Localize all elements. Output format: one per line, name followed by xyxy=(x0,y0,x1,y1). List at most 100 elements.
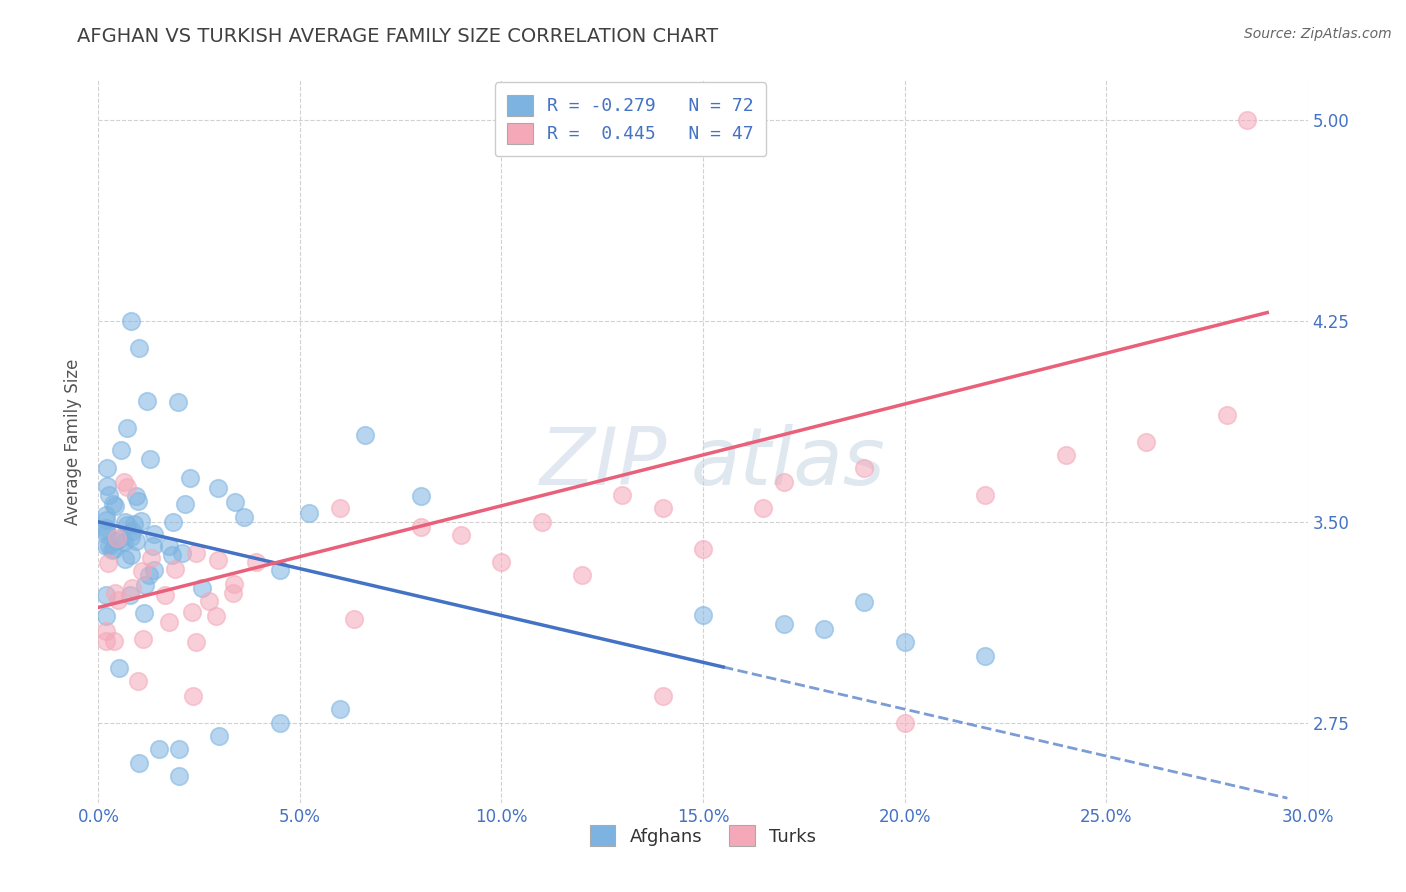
Point xyxy=(96,624,118,639)
Point xyxy=(107,593,129,607)
Point xyxy=(450,528,472,542)
Point xyxy=(222,586,245,600)
Point xyxy=(184,635,207,649)
Point xyxy=(269,563,291,577)
Point xyxy=(651,689,673,703)
Point xyxy=(128,341,150,355)
Point xyxy=(233,510,256,524)
Point xyxy=(96,508,118,523)
Point xyxy=(179,471,201,485)
Point xyxy=(167,742,190,756)
Point xyxy=(409,520,432,534)
Text: AFGHAN VS TURKISH AVERAGE FAMILY SIZE CORRELATION CHART: AFGHAN VS TURKISH AVERAGE FAMILY SIZE CO… xyxy=(77,27,718,45)
Point xyxy=(143,563,166,577)
Point xyxy=(142,539,165,553)
Point xyxy=(101,497,124,511)
Point xyxy=(118,588,141,602)
Point xyxy=(343,613,366,627)
Point xyxy=(772,475,794,489)
Point xyxy=(157,615,180,629)
Point xyxy=(167,395,190,409)
Point xyxy=(125,534,148,549)
Point xyxy=(153,588,176,602)
Point xyxy=(96,588,118,602)
Point xyxy=(121,524,143,538)
Point xyxy=(97,556,120,570)
Point xyxy=(148,742,170,756)
Point xyxy=(96,539,118,553)
Point xyxy=(222,576,245,591)
Point xyxy=(131,564,153,578)
Point xyxy=(571,568,593,582)
Point xyxy=(120,530,142,544)
Point xyxy=(1216,408,1239,422)
Point xyxy=(96,479,118,493)
Point xyxy=(115,480,138,494)
Point xyxy=(135,394,157,409)
Text: ZIP: ZIP xyxy=(540,425,666,502)
Text: Source: ZipAtlas.com: Source: ZipAtlas.com xyxy=(1244,27,1392,41)
Point xyxy=(245,555,267,569)
Point xyxy=(120,548,142,562)
Y-axis label: Average Family Size: Average Family Size xyxy=(65,359,83,524)
Point xyxy=(224,494,246,508)
Point xyxy=(1135,434,1157,449)
Point xyxy=(132,606,155,620)
Point xyxy=(117,517,139,532)
Point xyxy=(112,534,135,549)
Point xyxy=(491,555,513,569)
Point xyxy=(329,501,352,516)
Point xyxy=(692,541,714,556)
Point xyxy=(125,489,148,503)
Point xyxy=(752,501,775,516)
Point xyxy=(772,616,794,631)
Point xyxy=(141,551,163,566)
Point xyxy=(853,461,876,475)
Point xyxy=(121,581,143,595)
Point xyxy=(143,526,166,541)
Point xyxy=(1236,113,1258,128)
Point xyxy=(96,513,118,527)
Point xyxy=(893,635,915,649)
Point xyxy=(191,581,214,595)
Point xyxy=(853,595,876,609)
Point xyxy=(167,769,190,783)
Point xyxy=(134,578,156,592)
Point xyxy=(114,551,136,566)
Point xyxy=(813,622,835,636)
Point xyxy=(129,514,152,528)
Text: atlas: atlas xyxy=(690,425,886,502)
Point xyxy=(108,661,131,675)
Point xyxy=(128,756,150,770)
Point xyxy=(205,609,228,624)
Point xyxy=(157,539,180,553)
Point xyxy=(112,475,135,489)
Point xyxy=(530,515,553,529)
Point xyxy=(1054,448,1077,462)
Point xyxy=(651,501,673,516)
Point xyxy=(173,497,195,511)
Point xyxy=(162,549,184,563)
Point xyxy=(974,648,997,663)
Point xyxy=(115,421,138,435)
Point xyxy=(100,543,122,558)
Point xyxy=(162,515,184,529)
Point xyxy=(110,442,132,457)
Point xyxy=(96,461,118,475)
Point xyxy=(354,427,377,442)
Point xyxy=(132,632,155,647)
Point xyxy=(138,568,160,582)
Point xyxy=(103,541,125,556)
Point xyxy=(409,489,432,503)
Point xyxy=(197,594,219,608)
Point xyxy=(103,634,125,648)
Point xyxy=(208,729,231,743)
Point xyxy=(170,545,193,559)
Legend: Afghans, Turks: Afghans, Turks xyxy=(578,813,828,859)
Point xyxy=(96,524,118,539)
Point xyxy=(127,494,149,508)
Point xyxy=(207,481,229,495)
Point xyxy=(104,499,127,513)
Point xyxy=(329,702,352,716)
Point xyxy=(974,488,997,502)
